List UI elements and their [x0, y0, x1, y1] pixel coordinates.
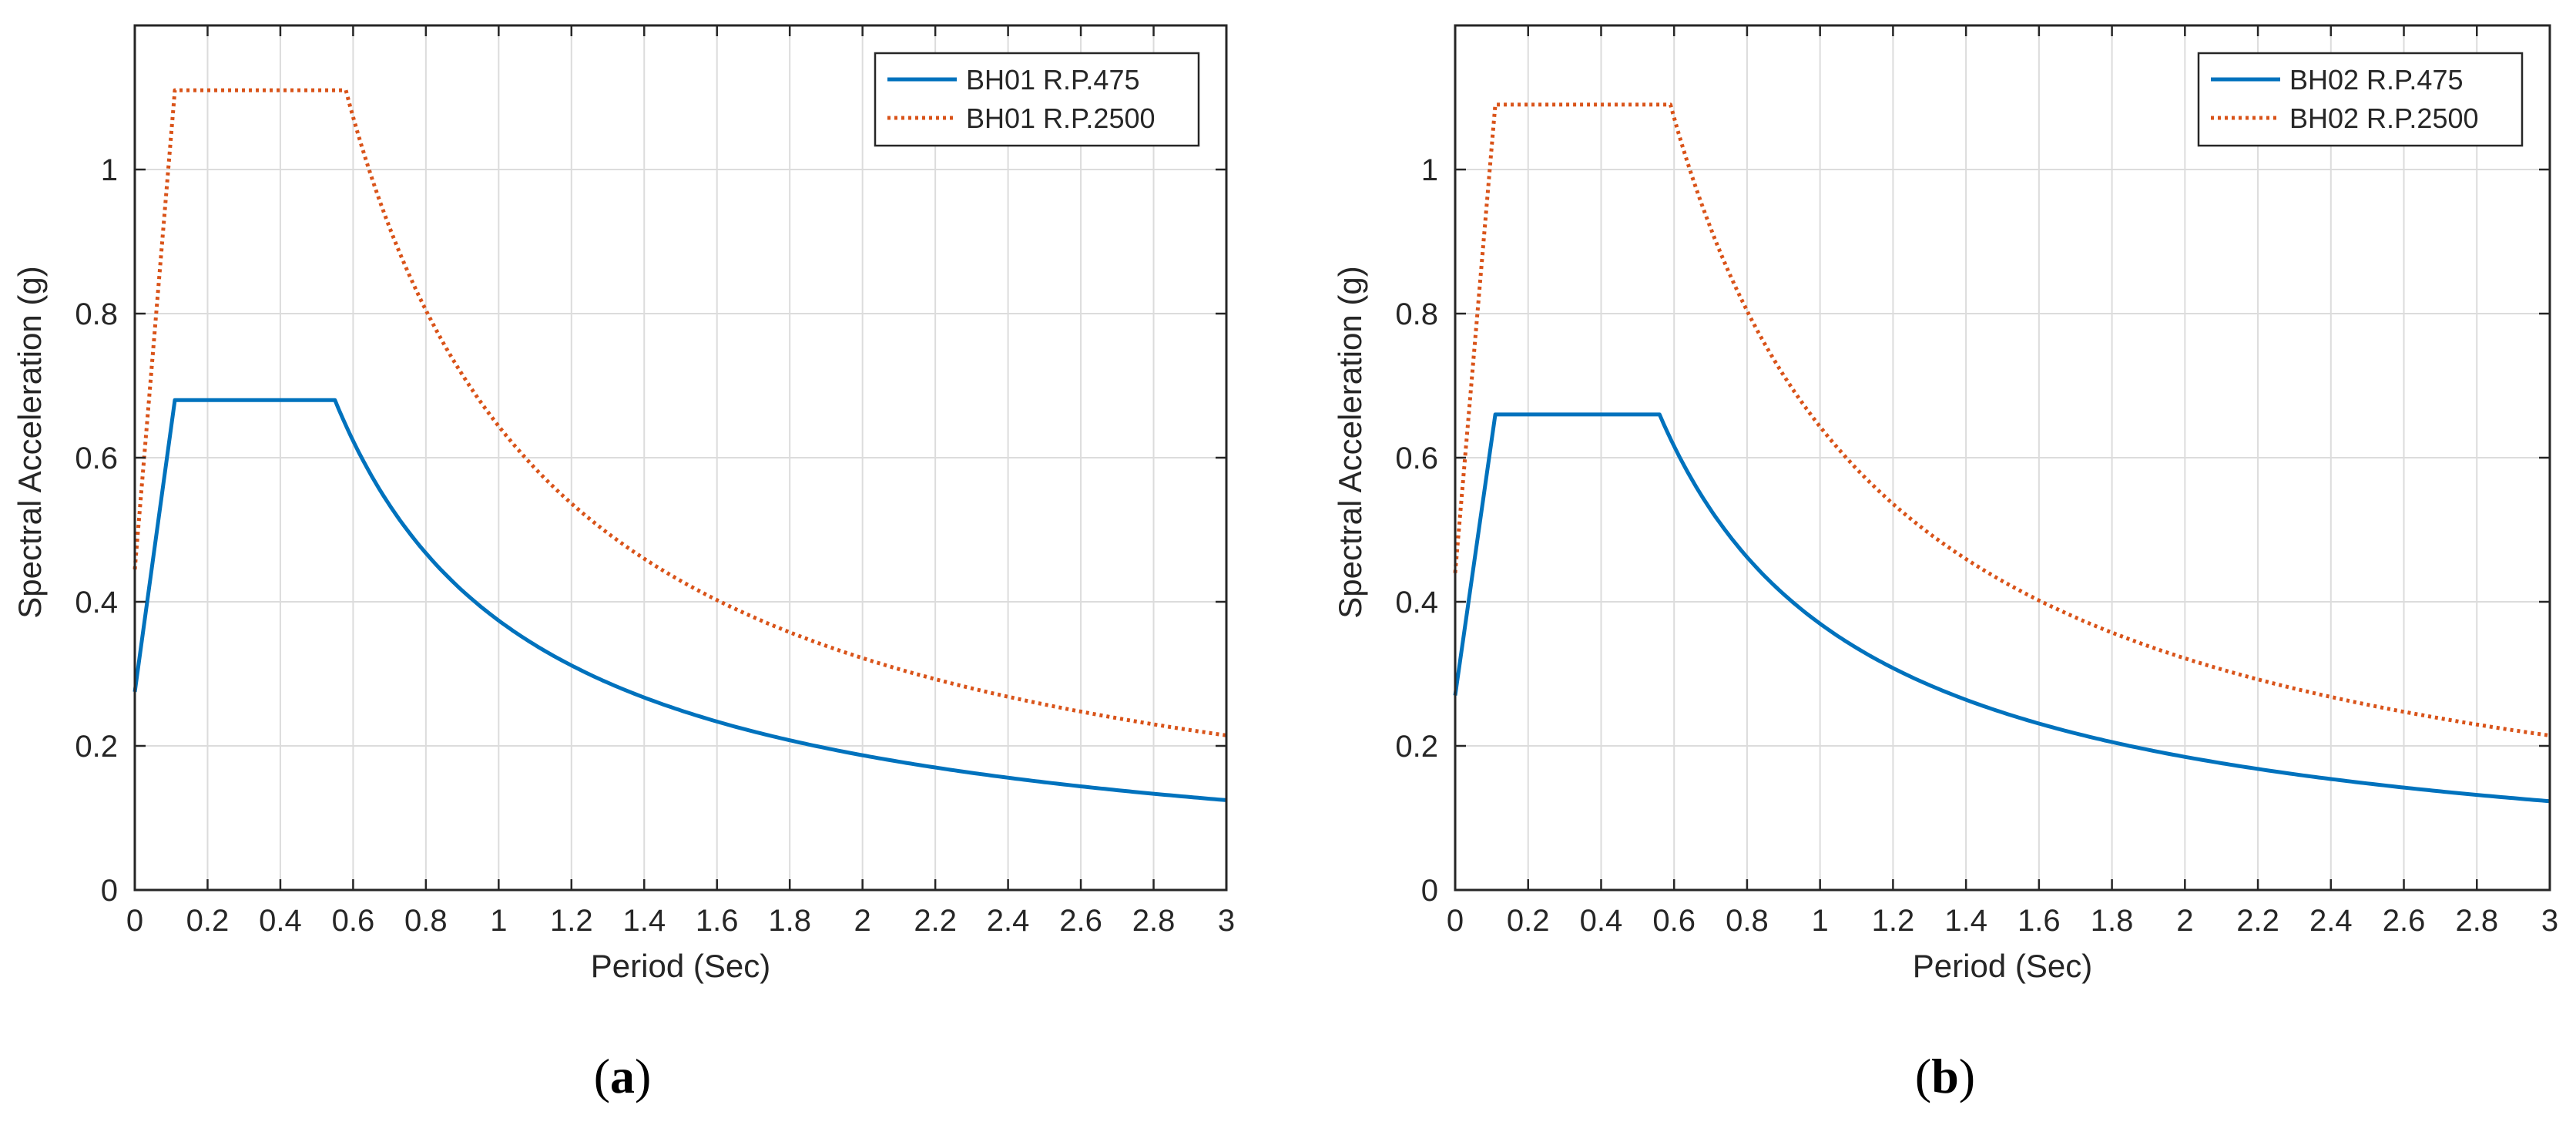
x-tick-label: 0.6	[1652, 904, 1696, 938]
panel-caption: (a)	[594, 1049, 652, 1103]
x-tick-label: 2.6	[1059, 904, 1102, 938]
y-tick-label: 1	[1421, 153, 1438, 187]
x-tick-label: 0.8	[404, 904, 448, 938]
x-tick-label: 1.4	[622, 904, 666, 938]
x-tick-label: 2.4	[987, 904, 1030, 938]
x-tick-label: 1.6	[2018, 904, 2061, 938]
legend-entry-475: BH02 R.P.475	[2289, 64, 2464, 96]
y-tick-label: 0.8	[75, 297, 118, 331]
x-tick-label: 1.6	[696, 904, 739, 938]
y-tick-label: 0	[1421, 874, 1438, 908]
x-tick-label: 2.8	[2455, 904, 2498, 938]
series-line-rp475	[1453, 412, 2551, 804]
y-tick-label: 1	[101, 153, 118, 187]
y-tick-label: 0.6	[75, 442, 118, 475]
legend: BH01 R.P.475 BH01 R.P.2500	[874, 52, 1200, 147]
y-axis-label: Spectral Acceleration (g)	[1332, 266, 1368, 619]
panel-caption: (b)	[1915, 1049, 1975, 1103]
y-tick-label: 0.8	[1395, 297, 1438, 331]
series-layer	[132, 88, 1227, 802]
y-tick-labels: 0 0.2 0.4 0.6 0.8 1	[75, 153, 118, 908]
x-tick-label: 2.2	[2236, 904, 2279, 938]
y-tick-labels: 0 0.2 0.4 0.6 0.8 1	[1395, 153, 1438, 908]
x-tick-label: 3	[1218, 904, 1235, 938]
legend-box	[2197, 52, 2524, 147]
chart-panel-b: 0 0.2 0.4 0.6 0.8 1 1.2 1.4 1.6 1.8 2 2.2 2.4 2.6 2.8 3…	[1332, 24, 2558, 1103]
y-tick-label: 0.4	[75, 586, 118, 620]
x-tick-label: 1.8	[2091, 904, 2134, 938]
x-axis-label: Period (Sec)	[1913, 948, 2092, 984]
x-tick-label: 0.4	[1580, 904, 1623, 938]
legend-entry-475: BH01 R.P.475	[966, 64, 1140, 96]
x-tick-label: 1	[490, 904, 507, 938]
x-tick-label: 2.8	[1132, 904, 1176, 938]
x-tick-label: 2	[2176, 904, 2193, 938]
y-tick-label: 0.4	[1395, 586, 1438, 620]
x-tick-label: 3	[2541, 904, 2558, 938]
grid-lines	[134, 25, 1227, 891]
x-tick-label: 2.6	[2383, 904, 2426, 938]
series-line-rp2500	[1453, 102, 2551, 738]
x-tick-label: 0.2	[186, 904, 230, 938]
tick-marks	[133, 25, 1228, 892]
x-tick-label: 1.8	[768, 904, 811, 938]
legend-entry-2500: BH01 R.P.2500	[966, 102, 1156, 134]
y-tick-label: 0.2	[75, 730, 118, 764]
x-tick-label: 0.2	[1507, 904, 1550, 938]
y-axis-label: Spectral Acceleration (g)	[12, 266, 48, 619]
legend: BH02 R.P.475 BH02 R.P.2500	[2197, 52, 2524, 147]
x-axis-label: Period (Sec)	[591, 948, 770, 984]
legend-entry-2500: BH02 R.P.2500	[2289, 102, 2479, 134]
x-tick-label: 1	[1812, 904, 1829, 938]
series-line-rp475	[132, 398, 1227, 802]
x-tick-label: 0.4	[259, 904, 302, 938]
x-tick-label: 2	[854, 904, 871, 938]
tick-marks	[1454, 25, 2551, 892]
x-tick-label: 2.4	[2309, 904, 2353, 938]
x-tick-label: 1.4	[1944, 904, 1987, 938]
chart-panel-a: 0 0.2 0.4 0.6 0.8 1 1.2 1.4 1.6 1.8 2 2.2 2.4 2.6 2.8 3…	[12, 24, 1235, 1103]
x-tick-label: 1.2	[1872, 904, 1915, 938]
x-tick-label: 0	[1447, 904, 1464, 938]
series-layer	[1453, 102, 2551, 804]
x-tick-label: 1.2	[550, 904, 593, 938]
legend-box	[874, 52, 1200, 147]
x-tick-label: 0	[126, 904, 143, 938]
x-tick-label: 0.8	[1726, 904, 1769, 938]
x-tick-label: 0.6	[332, 904, 375, 938]
y-tick-label: 0.2	[1395, 730, 1438, 764]
x-tick-labels: 0 0.2 0.4 0.6 0.8 1 1.2 1.4 1.6 1.8 2 2.2 2.4 2.6 2.8 3	[1447, 904, 2558, 938]
y-tick-label: 0	[101, 874, 118, 908]
x-tick-labels: 0 0.2 0.4 0.6 0.8 1 1.2 1.4 1.6 1.8 2 2.2 2.4 2.6 2.8 3	[126, 904, 1235, 938]
y-tick-label: 0.6	[1395, 442, 1438, 475]
grid-lines	[1454, 25, 2551, 891]
x-tick-label: 2.2	[914, 904, 957, 938]
